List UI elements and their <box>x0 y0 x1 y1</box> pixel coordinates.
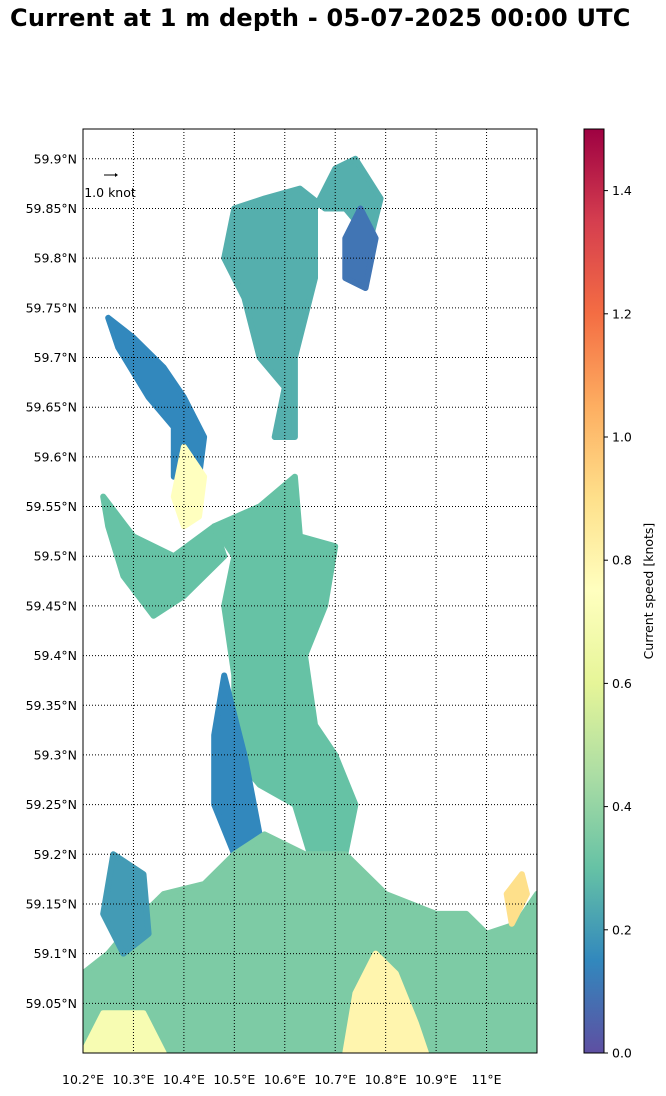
colorbar-tick-label: 0.6 <box>612 676 632 691</box>
colorbar-tick-label: 0.0 <box>612 1046 632 1061</box>
current-region-upper-fjord-inlet <box>221 155 384 440</box>
x-tick-label: 10.7°E <box>314 1072 356 1087</box>
y-tick-label: 59.05°N <box>26 996 77 1011</box>
y-tick-label: 59.1°N <box>34 946 77 961</box>
current-region-upper-east-arm <box>342 205 379 291</box>
x-tick-label: 10.4°E <box>163 1072 205 1087</box>
x-tick-label: 10.3°E <box>112 1072 154 1087</box>
y-tick-label: 59.85°N <box>26 201 77 216</box>
y-tick-label: 59.7°N <box>34 350 77 365</box>
y-axis: 59.9°N 59.85°N 59.8°N 59.75°N 59.7°N 59.65°N 5… <box>26 151 77 1011</box>
current-region-narrow-channel <box>170 443 208 530</box>
colorbar: 0.0 0.2 0.4 0.6 0.8 1.0 1.2 1.4 Current speed [… <box>583 128 656 1061</box>
current-region-southern-current-jet <box>342 950 429 1053</box>
colorbar-tick-label: 0.2 <box>612 922 632 937</box>
y-tick-label: 59.65°N <box>26 400 77 415</box>
colorbar-tick-label: 1.2 <box>612 306 632 321</box>
colorbar-ticks: 0.0 0.2 0.4 0.6 0.8 1.0 1.2 1.4 <box>604 183 632 1061</box>
y-tick-label: 59.6°N <box>34 449 77 464</box>
y-tick-label: 59.15°N <box>26 896 77 911</box>
x-axis: 10.2°E 10.3°E 10.4°E 10.5°E 10.6°E 10.7°E 10.8… <box>62 1072 502 1087</box>
chart-title: Current at 1 m depth - 05-07-2025 00:00 … <box>10 4 631 32</box>
y-tick-label: 59.3°N <box>34 747 77 762</box>
x-tick-label: 10.2°E <box>62 1072 104 1087</box>
x-tick-label: 10.9°E <box>415 1072 457 1087</box>
colorbar-tick-label: 1.0 <box>612 430 632 445</box>
y-tick-label: 59.45°N <box>26 598 77 613</box>
current-region-southern-bay <box>83 831 537 1053</box>
y-tick-label: 59.2°N <box>34 847 77 862</box>
colorbar-label: Current speed [knots] <box>641 523 656 660</box>
current-region-southwest-corner-jet <box>83 1010 167 1053</box>
grid-lines <box>83 129 537 1053</box>
y-tick-label: 59.4°N <box>34 648 77 663</box>
colorbar-tick-label: 1.4 <box>612 183 632 198</box>
plot-frame <box>82 128 538 1054</box>
x-tick-label: 11°E <box>472 1072 502 1087</box>
y-tick-label: 59.75°N <box>26 300 77 315</box>
current-speed-field <box>83 155 537 1053</box>
y-tick-label: 59.55°N <box>26 499 77 514</box>
reference-arrow: 1.0 knot <box>84 173 136 200</box>
reference-arrow-label: 1.0 knot <box>84 185 136 200</box>
x-tick-label: 10.5°E <box>213 1072 255 1087</box>
y-tick-label: 59.5°N <box>34 549 77 564</box>
colorbar-gradient <box>583 128 605 1054</box>
map-plot-area <box>83 129 537 1053</box>
x-tick-label: 10.6°E <box>264 1072 306 1087</box>
colorbar-tick-label: 0.8 <box>612 553 632 568</box>
y-tick-label: 59.9°N <box>34 151 77 166</box>
y-tick-label: 59.35°N <box>26 698 77 713</box>
x-tick-label: 10.8°E <box>365 1072 407 1087</box>
y-tick-label: 59.25°N <box>26 797 77 812</box>
colorbar-tick-label: 0.4 <box>612 799 632 814</box>
y-tick-label: 59.8°N <box>34 251 77 266</box>
